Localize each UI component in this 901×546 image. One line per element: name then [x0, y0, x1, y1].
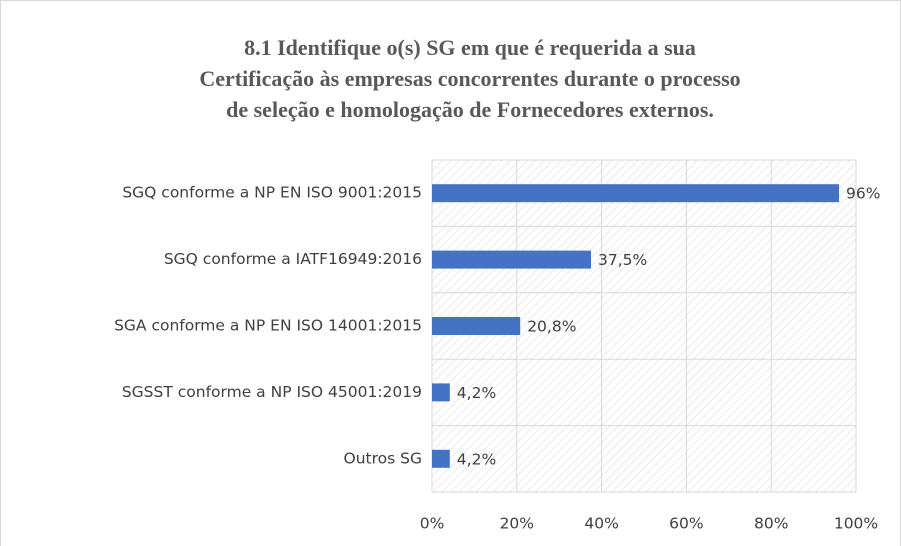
chart-title: 8.1 Identifique o(s) SG em que é requeri…	[199, 35, 740, 122]
bar	[432, 317, 521, 335]
x-tick-label: 0%	[420, 515, 445, 533]
y-tick-label: SGQ conforme a IATF16949:2016	[164, 250, 422, 268]
y-tick-label: SGA conforme a NP EN ISO 14001:2015	[114, 317, 422, 335]
data-label: 37,5%	[598, 251, 647, 269]
title-line: Certificação às empresas concorrentes du…	[199, 66, 740, 91]
bar	[432, 250, 591, 269]
x-tick-label: 100%	[834, 515, 878, 533]
x-tick-label: 20%	[500, 515, 534, 533]
bar	[432, 184, 840, 203]
title-line: de seleção e homologação de Fornecedores…	[226, 97, 714, 122]
y-tick-label: Outros SG	[344, 449, 422, 467]
data-label: 96%	[846, 185, 880, 203]
y-tick-label: SGSST conforme a NP ISO 45001:2019	[122, 383, 422, 401]
data-label: 4,2%	[457, 384, 496, 402]
data-label: 20,8%	[527, 318, 576, 336]
y-tick-label: SGQ conforme a NP EN ISO 9001:2015	[122, 184, 422, 202]
x-tick-label: 80%	[754, 515, 788, 533]
x-tick-label: 40%	[584, 515, 618, 533]
data-label: 4,2%	[457, 450, 496, 468]
title-line: 8.1 Identifique o(s) SG em que é requeri…	[244, 35, 696, 60]
bar	[432, 449, 450, 468]
bar	[432, 383, 450, 402]
x-tick-label: 60%	[669, 515, 703, 533]
